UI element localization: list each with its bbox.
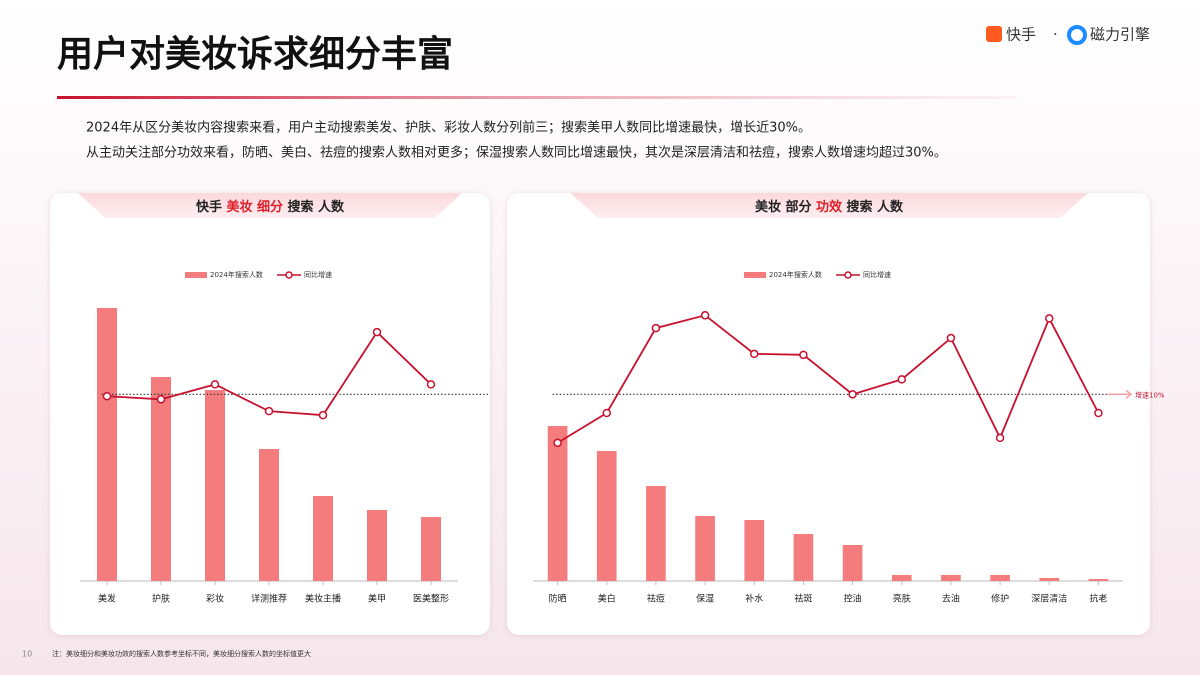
legend-swatch <box>744 272 766 278</box>
growth-point <box>102 391 112 401</box>
bar <box>990 575 1010 581</box>
x-tick-label: 抗老 <box>1089 593 1107 605</box>
bar <box>793 534 814 581</box>
x-tick-label: 补水 <box>745 593 763 605</box>
growth-point <box>995 433 1005 443</box>
slide-title: 用户对美妆诉求细分丰富 <box>57 33 453 75</box>
legend-marker <box>844 271 852 279</box>
growth-point <box>264 406 274 416</box>
chart-title-part: 功效 <box>816 199 847 215</box>
bar <box>421 517 441 581</box>
growth-point <box>750 349 759 359</box>
legend-label: 2024年搜索人数 <box>210 270 263 279</box>
bar <box>596 451 617 581</box>
growth-point <box>426 380 436 389</box>
chart-title-part: 搜索 人数 <box>847 199 905 215</box>
cili-logo <box>1067 25 1087 45</box>
page-number: 10 <box>22 650 32 659</box>
growth-point <box>700 311 710 320</box>
x-tick-label: 祛痘 <box>647 593 665 605</box>
growth-point <box>897 375 906 384</box>
x-tick-label: 美甲 <box>368 593 386 605</box>
chart-title-part: 搜索 人数 <box>288 199 346 215</box>
x-tick-label: 护肤 <box>152 593 170 605</box>
growth-point <box>946 333 956 343</box>
chart-title-part: 美妆 部分 <box>755 199 816 215</box>
x-tick-label: 医美整形 <box>413 593 449 605</box>
bar <box>259 449 279 581</box>
chart-title-part: 快手 <box>196 199 227 215</box>
brand-left: 快手 <box>1006 26 1036 44</box>
growth-point <box>318 410 328 420</box>
x-tick-label: 修护 <box>991 593 1009 605</box>
chart-banner <box>570 193 1088 218</box>
reference-arrow <box>1108 389 1133 399</box>
x-tick-label: 美妆主播 <box>305 593 341 605</box>
bar <box>1088 579 1109 581</box>
reference-label: 增速10% <box>1135 390 1165 399</box>
x-tick-label: 保湿 <box>696 593 714 605</box>
bar <box>842 545 863 581</box>
growth-point <box>156 395 166 404</box>
growth-point <box>602 408 611 418</box>
description-line: 2024年从区分美妆内容搜索来看，用户主动搜索美发、护肤、彩妆人数分列前三；搜索… <box>86 120 811 136</box>
bar <box>891 575 912 581</box>
growth-point <box>848 390 857 399</box>
chart-title: 快手 美妆 细分 搜索 人数 <box>196 199 345 215</box>
bar <box>205 390 225 581</box>
legend-swatch <box>185 272 207 278</box>
x-tick-label: 祛斑 <box>794 593 812 605</box>
x-tick-label: 去油 <box>942 593 960 605</box>
bar <box>547 426 568 581</box>
chart-title: 美妆 部分 功效 搜索 人数 <box>755 199 904 215</box>
growth-line <box>557 314 1100 444</box>
x-tick-label: 深层清洁 <box>1031 593 1067 605</box>
growth-point <box>553 438 562 448</box>
x-tick-label: 亮肤 <box>893 593 911 605</box>
brand-sep: · <box>1053 26 1058 44</box>
chart-title-part: 美妆 细分 <box>226 199 287 215</box>
legend-label: 同比增速 <box>304 270 332 279</box>
growth-point <box>651 323 661 333</box>
footnote: 注：美妆细分和美妆功效的搜索人数参考坐标不同，美妆细分搜索人数的坐标值更大 <box>52 649 311 658</box>
growth-point <box>210 380 220 389</box>
x-tick-label: 控油 <box>844 593 862 605</box>
bar <box>1039 578 1060 581</box>
bar <box>695 516 715 581</box>
growth-point <box>799 350 808 360</box>
growth-point <box>1094 408 1103 418</box>
bar <box>646 486 666 581</box>
chart-card <box>507 193 1150 635</box>
title-underline <box>57 96 1017 99</box>
kuaishou-logo <box>986 26 1002 42</box>
bar <box>941 575 961 581</box>
x-tick-label: 美白 <box>598 593 616 605</box>
growth-point <box>1045 314 1054 323</box>
x-tick-label: 彩妆 <box>206 593 224 605</box>
growth-point <box>372 327 382 337</box>
bar <box>97 308 117 581</box>
x-tick-label: 详测推荐 <box>251 593 287 605</box>
x-tick-label: 防晒 <box>549 593 567 605</box>
bar <box>744 520 765 581</box>
legend-marker <box>285 271 293 279</box>
bar <box>313 496 333 581</box>
x-tick-label: 美发 <box>98 593 116 605</box>
bar <box>151 377 171 581</box>
legend-label: 2024年搜索人数 <box>769 270 822 279</box>
bar <box>367 510 387 581</box>
chart-banner <box>78 193 462 218</box>
legend-label: 同比增速 <box>863 270 891 279</box>
brand-right: 磁力引擎 <box>1090 26 1150 44</box>
description-line: 从主动关注部分功效来看，防晒、美白、祛痘的搜索人数相对更多；保湿搜索人数同比增速… <box>86 145 947 161</box>
